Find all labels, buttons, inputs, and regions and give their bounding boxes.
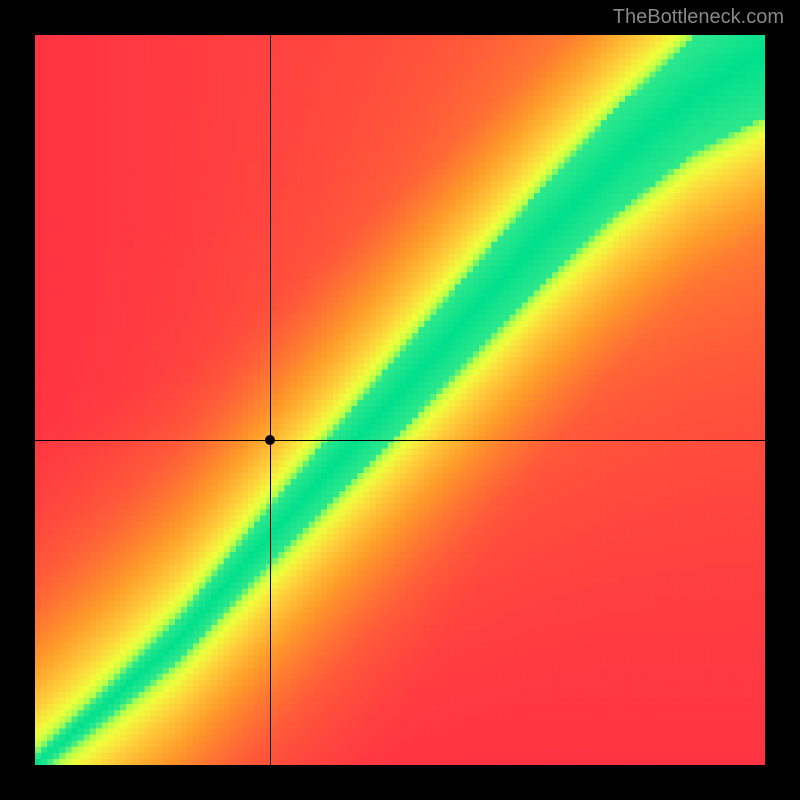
crosshair-marker (265, 435, 275, 445)
crosshair-vertical (270, 35, 271, 765)
watermark-text: TheBottleneck.com (613, 6, 784, 29)
crosshair-horizontal (35, 440, 765, 441)
bottleneck-heatmap (35, 35, 765, 765)
heatmap-canvas (35, 35, 765, 765)
